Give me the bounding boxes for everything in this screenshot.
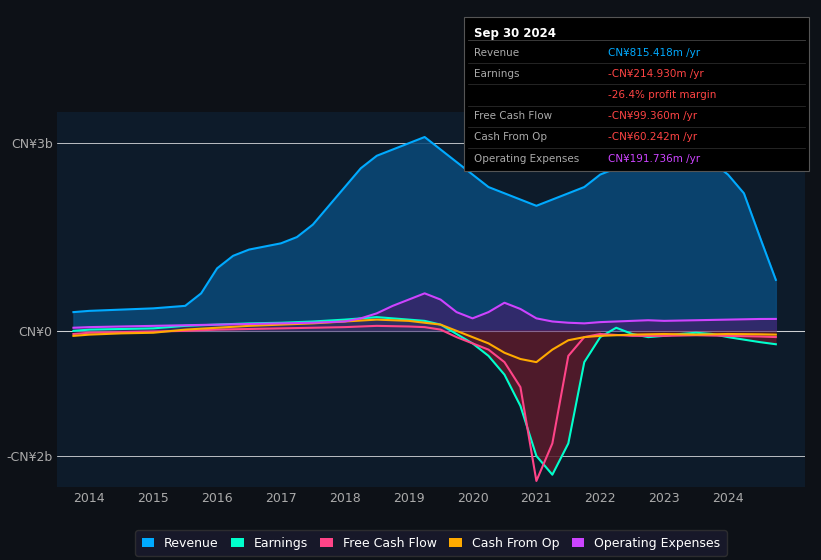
Text: -CN¥99.360m /yr: -CN¥99.360m /yr [608, 111, 697, 121]
Text: -CN¥214.930m /yr: -CN¥214.930m /yr [608, 69, 704, 79]
Text: Free Cash Flow: Free Cash Flow [474, 111, 552, 121]
Text: Operating Expenses: Operating Expenses [474, 153, 579, 164]
Legend: Revenue, Earnings, Free Cash Flow, Cash From Op, Operating Expenses: Revenue, Earnings, Free Cash Flow, Cash … [135, 530, 727, 556]
Text: CN¥815.418m /yr: CN¥815.418m /yr [608, 48, 699, 58]
Text: Sep 30 2024: Sep 30 2024 [474, 27, 556, 40]
Text: Earnings: Earnings [474, 69, 519, 79]
Text: Cash From Op: Cash From Op [474, 132, 547, 142]
Text: CN¥191.736m /yr: CN¥191.736m /yr [608, 153, 699, 164]
Text: -CN¥60.242m /yr: -CN¥60.242m /yr [608, 132, 697, 142]
Text: -26.4% profit margin: -26.4% profit margin [608, 90, 716, 100]
Text: Revenue: Revenue [474, 48, 519, 58]
